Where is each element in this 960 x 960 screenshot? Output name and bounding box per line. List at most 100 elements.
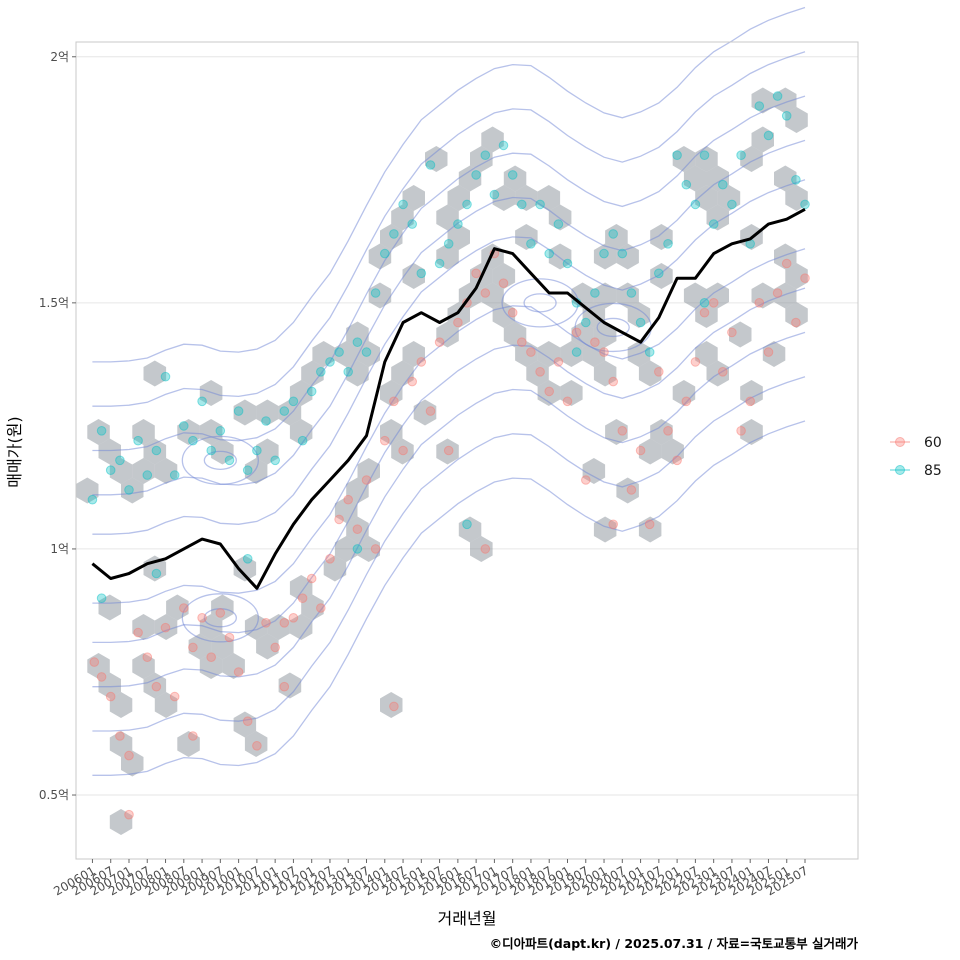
point-series-85 <box>517 199 527 210</box>
point-series-60 <box>160 622 171 633</box>
point-series-85 <box>425 160 436 170</box>
point-series-60 <box>791 317 801 328</box>
point-series-60 <box>781 258 792 269</box>
hex-bin <box>616 282 639 309</box>
hex-bin <box>87 419 110 445</box>
density-contour <box>92 420 806 776</box>
point-series-60 <box>407 376 418 387</box>
point-series-60 <box>644 519 655 530</box>
hex-bin <box>751 87 774 114</box>
point-series-85 <box>791 175 801 185</box>
point-series-85 <box>635 317 646 328</box>
hex-bin <box>683 282 707 309</box>
point-series-85 <box>407 219 418 229</box>
hex-bin <box>638 438 662 465</box>
point-series-85 <box>288 396 299 407</box>
point-series-85 <box>96 593 107 604</box>
hex-bin <box>436 204 459 231</box>
hex-bin <box>380 419 403 445</box>
density-contour-ring <box>203 450 237 470</box>
point-series-85 <box>690 199 701 210</box>
density-contour <box>92 6 806 363</box>
x-axis-title: 거래년월 <box>438 909 497 928</box>
point-series-60 <box>206 652 216 663</box>
point-series-60 <box>434 337 445 348</box>
hex-bin <box>380 692 403 718</box>
density-contour <box>92 179 806 535</box>
legend-label: 60 <box>924 435 942 451</box>
hex-bin <box>177 419 200 445</box>
point-series-85 <box>252 445 262 456</box>
x-axis: 2006012006072007012007072008012008072009… <box>51 859 811 899</box>
hex-bin <box>729 321 752 348</box>
hex-bin <box>109 458 133 484</box>
hex-bin <box>233 711 257 738</box>
point-series-85 <box>654 268 664 279</box>
hex-bin <box>593 321 617 348</box>
point-series-60 <box>663 426 673 436</box>
point-series-60 <box>544 386 555 397</box>
point-series-85 <box>233 406 244 416</box>
point-series-60 <box>380 435 390 446</box>
hex-bin <box>357 536 380 562</box>
point-series-85 <box>708 219 719 229</box>
point-series-60 <box>215 608 226 618</box>
point-series-85 <box>498 140 509 151</box>
hex-bin <box>695 146 718 172</box>
hex-bin <box>593 282 617 309</box>
hex-bin <box>154 458 178 484</box>
hex-bin <box>762 341 786 367</box>
point-series-60 <box>270 642 281 653</box>
hex-bin <box>222 653 245 679</box>
point-series-85 <box>343 367 354 377</box>
hex-bin <box>143 360 167 387</box>
point-series-85 <box>160 371 171 382</box>
density-contour-ring <box>596 317 630 338</box>
density-contour <box>92 376 806 732</box>
point-series-60 <box>242 716 253 727</box>
point-series-85 <box>727 199 737 210</box>
point-series-85 <box>389 229 399 239</box>
point-series-60 <box>425 406 436 416</box>
hex-bin <box>650 419 673 445</box>
point-series-60 <box>279 681 290 692</box>
point-series-85 <box>699 150 710 160</box>
point-series-85 <box>772 91 783 101</box>
hex-bin <box>537 380 561 406</box>
point-series-85 <box>105 465 116 476</box>
hex-bin <box>605 419 628 445</box>
hex-bin <box>357 458 380 484</box>
point-series-85 <box>261 416 271 426</box>
point-series-60 <box>772 288 783 298</box>
point-series-85 <box>617 248 628 259</box>
hex-bin <box>289 380 313 406</box>
hex-bin <box>199 653 223 679</box>
point-series-85 <box>571 347 582 357</box>
point-series-60 <box>89 657 100 667</box>
hex-bin <box>593 243 617 270</box>
point-series-85 <box>169 470 180 480</box>
point-series-85 <box>380 248 390 259</box>
hex-bin <box>436 243 459 270</box>
hex-bin <box>470 536 493 562</box>
hex-bin <box>154 692 178 718</box>
point-series-85 <box>699 298 710 308</box>
hex-bin <box>470 146 493 172</box>
point-series-85 <box>526 239 536 249</box>
point-series-60 <box>517 337 527 348</box>
hex-bin <box>391 360 414 387</box>
hex-bin <box>121 750 144 777</box>
y-tick-label: 0.5억 <box>39 788 69 802</box>
hex-bin <box>109 692 133 718</box>
point-series-60 <box>151 681 162 692</box>
hex-bin <box>503 165 527 192</box>
caption: ©디아파트(dapt.kr) / 2025.07.31 / 자료=국토교통부 실… <box>490 936 859 951</box>
point-series-60 <box>261 618 271 628</box>
legend-label: 85 <box>924 463 942 479</box>
point-series-60 <box>745 396 756 407</box>
point-series-85 <box>535 199 545 210</box>
hex-bin <box>278 399 302 426</box>
point-series-60 <box>279 618 290 628</box>
point-series-85 <box>736 150 746 160</box>
hex-bin <box>256 399 279 426</box>
